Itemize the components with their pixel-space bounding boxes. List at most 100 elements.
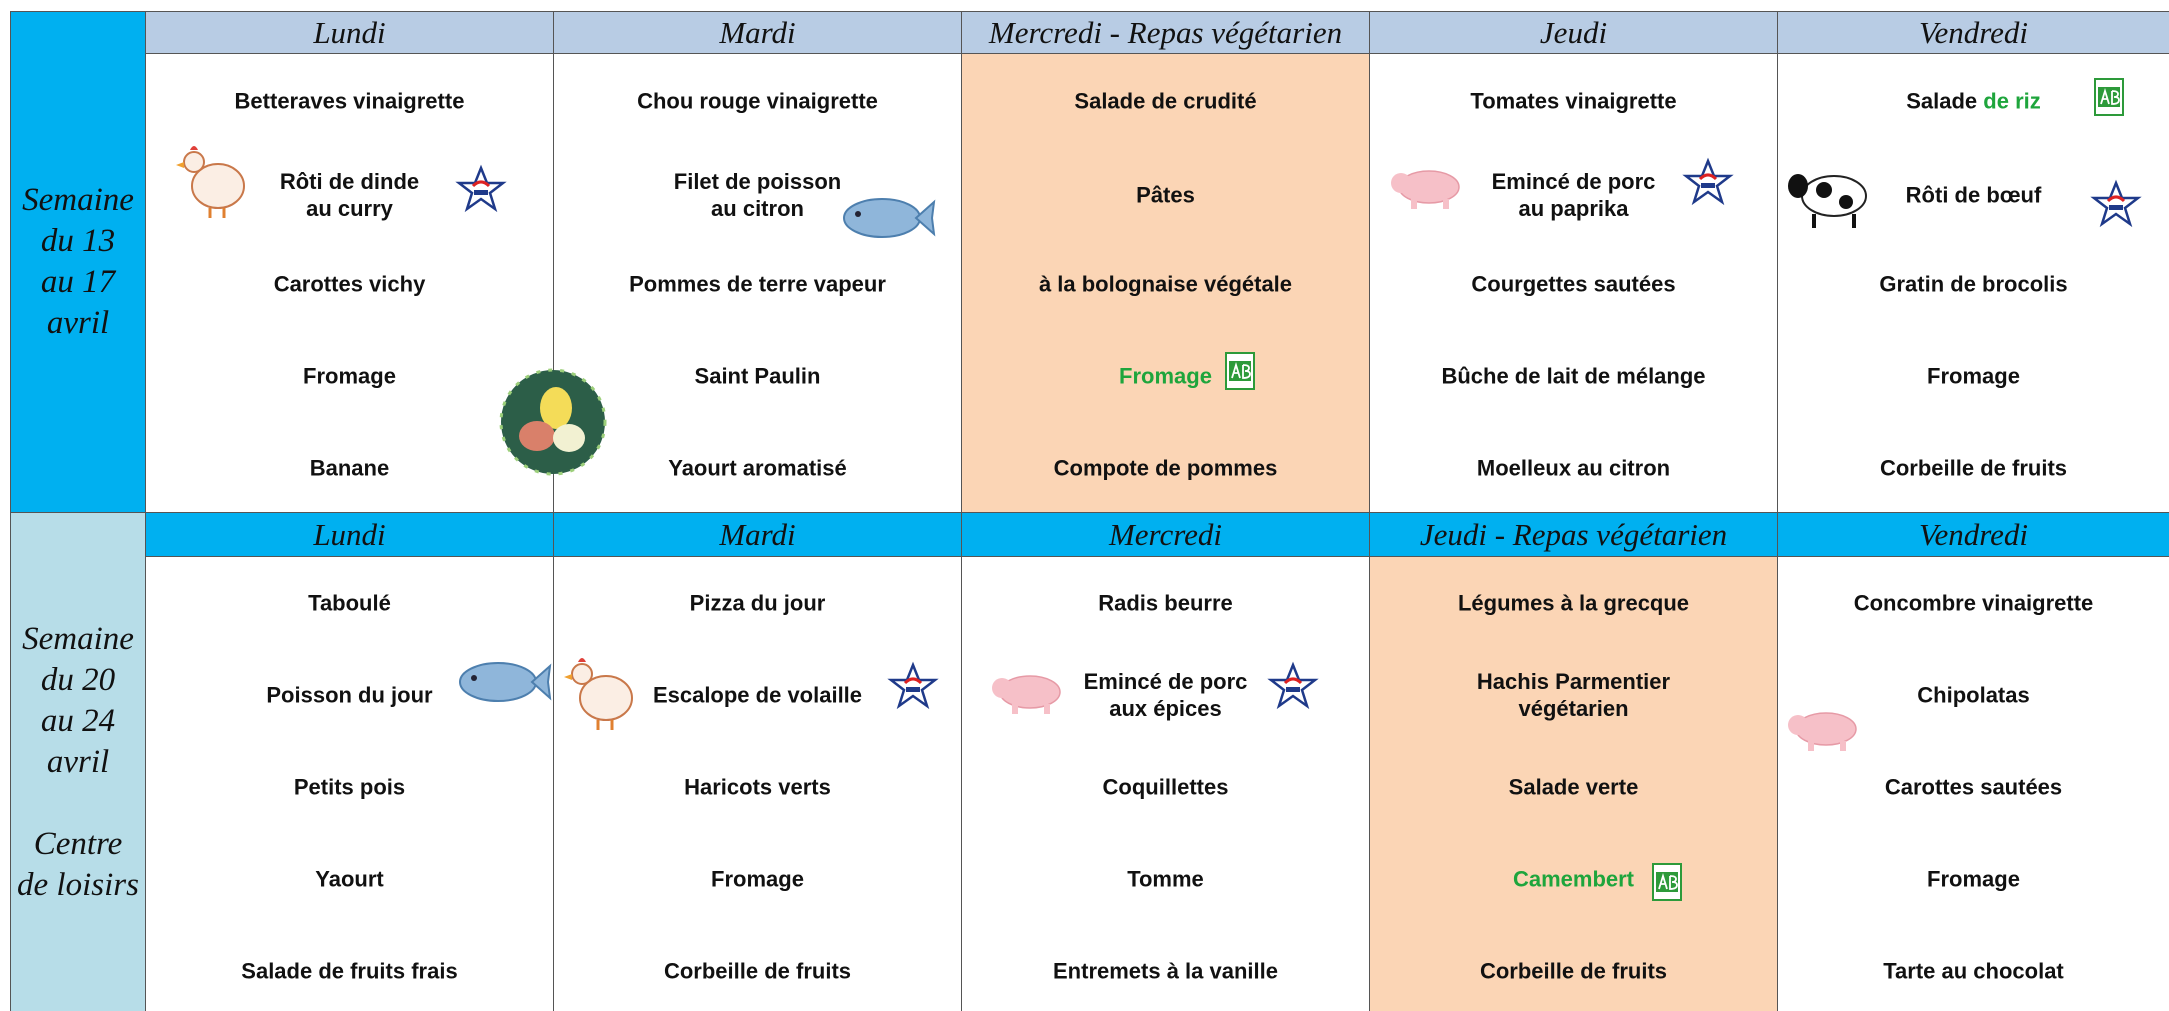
- menu-item: Poisson du jour: [146, 682, 553, 709]
- menu-item-bio: de riz: [1983, 88, 2041, 114]
- menu-item: Emincé de porc au paprika: [1370, 168, 1777, 222]
- week-label: Semaine du 13 au 17 avril: [10, 11, 146, 513]
- menu-item-line: Yaourt: [315, 866, 384, 892]
- week-label-line: avril: [46, 305, 110, 341]
- menu-item-line: au curry: [306, 196, 393, 221]
- week-label: Semaine du 20 au 24 avril Centre de loisirs: [10, 512, 146, 1011]
- menu-item: Pizza du jour: [554, 590, 961, 617]
- menu-item-line: Emincé de porc: [1491, 169, 1656, 194]
- menu-item-line: Gratin de brocolis: [1879, 271, 2068, 297]
- menu-item: Légumes à la grecque: [1370, 590, 1777, 617]
- menu-item-line: Petits pois: [293, 774, 406, 800]
- menu-item-line: Filet de poisson: [673, 169, 842, 194]
- menu-item-line: Compote de pommes: [1053, 455, 1278, 481]
- menu-item: Salade verte: [1370, 774, 1777, 801]
- day-header: Mercredi - Repas végétarien: [961, 11, 1370, 54]
- menu-item-line: Camembert: [1512, 866, 1635, 892]
- menu-item-line: Chou rouge vinaigrette: [637, 88, 878, 114]
- menu-item-line: Hachis Parmentier: [1476, 669, 1671, 694]
- day-cell: Légumes à la grecque Hachis Parmentier vég…: [1369, 556, 1778, 1011]
- menu-item: Courgettes sautées: [1370, 271, 1777, 298]
- day-header: Mardi: [553, 512, 962, 557]
- week-label-line: Semaine: [22, 620, 134, 657]
- menu-item: Yaourt aromatisé: [554, 455, 961, 482]
- week-label-line: au 17: [40, 264, 116, 300]
- menu-item-line: Légumes à la grecque: [1457, 590, 1690, 616]
- menu-item-line: Fromage: [1119, 363, 1212, 389]
- menu-item-line: Coquillettes: [1102, 774, 1229, 800]
- menu-item: Bûche de lait de mélange: [1370, 363, 1777, 390]
- menu-item-line: Yaourt aromatisé: [668, 455, 847, 481]
- menu-item: Pommes de terre vapeur: [554, 271, 961, 298]
- day-header: Lundi: [145, 11, 554, 54]
- menu-item-line: Corbeille de fruits: [1879, 455, 2068, 481]
- menu-item-line: Entremets à la vanille: [1053, 958, 1278, 984]
- menu-item: Tomates vinaigrette: [1370, 88, 1777, 115]
- menu-item: Chipolatas: [1778, 682, 2169, 709]
- menu-item-line: Courgettes sautées: [1471, 271, 1676, 297]
- menu-item: Betteraves vinaigrette: [146, 88, 553, 115]
- day-header: Jeudi - Repas végétarien: [1369, 512, 1778, 557]
- menu-item-line: Salade de fruits frais: [241, 958, 458, 984]
- menu-item: à la bolognaise végétale: [962, 271, 1369, 298]
- day-header: Jeudi: [1369, 11, 1778, 54]
- menu-item: Tarte au chocolat: [1778, 958, 2169, 985]
- week-label-line: avril: [46, 743, 110, 780]
- menu-item-line: Radis beurre: [1098, 590, 1233, 616]
- menu-item: Rôti de bœuf: [1778, 182, 2169, 209]
- menu-item-line: Corbeille de fruits: [1479, 958, 1668, 984]
- menu-item: Tomme: [962, 866, 1369, 893]
- menu-item-line: Concombre vinaigrette: [1853, 590, 2094, 616]
- menu-item: Coquillettes: [962, 774, 1369, 801]
- menu-item-line: Escalope de volaille: [652, 682, 863, 708]
- menu-item: Filet de poisson au citron: [554, 168, 961, 222]
- menu-item: Moelleux au citron: [1370, 455, 1777, 482]
- day-cell: Radis beurre Emincé de porc aux épices Coqu…: [961, 556, 1370, 1011]
- menu-item: Yaourt: [146, 866, 553, 893]
- menu-item: Pâtes: [962, 182, 1369, 209]
- menu-item: Banane: [146, 455, 553, 482]
- menu-item-line: Fromage: [1927, 363, 2020, 389]
- menu-item-line: à la bolognaise végétale: [1038, 271, 1293, 297]
- day-cell: Salade de riz Rôti de bœuf Gratin de broco…: [1777, 53, 2169, 513]
- menu-item: Fromage: [554, 866, 961, 893]
- menu-item: Fromage: [1778, 363, 2169, 390]
- menu-item: Haricots verts: [554, 774, 961, 801]
- day-cell: Taboulé Poisson du jour Petits pois Yaourt S…: [145, 556, 554, 1011]
- menu-item: Gratin de brocolis: [1778, 271, 2169, 298]
- menu-item-line: au paprika: [1518, 196, 1629, 221]
- day-cell: Pizza du jour Escalope de volaille Haricot…: [553, 556, 962, 1011]
- day-cell: Chou rouge vinaigrette Filet de poisson au…: [553, 53, 962, 513]
- menu-item-line: Moelleux au citron: [1476, 455, 1671, 481]
- menu-item-line: Banane: [309, 455, 390, 481]
- day-cell: Salade de crudité Pâtes à la bolognaise vé…: [961, 53, 1370, 513]
- menu-item: Escalope de volaille: [554, 682, 961, 709]
- menu-item-line: Salade de crudité: [1074, 88, 1257, 114]
- menu-item-line: Taboulé: [308, 590, 391, 616]
- menu-item-line: Bûche de lait de mélange: [1441, 363, 1706, 389]
- menu-item: Entremets à la vanille: [962, 958, 1369, 985]
- menu-item: Compote de pommes: [962, 455, 1369, 482]
- week-label-line: du 13: [40, 223, 116, 259]
- menu-item: Carottes vichy: [146, 271, 553, 298]
- menu-item-line: Pommes de terre vapeur: [629, 271, 886, 297]
- menu-item-line: Pâtes: [1136, 182, 1195, 208]
- day-header: Mercredi: [961, 512, 1370, 557]
- menu-item-line: Betteraves vinaigrette: [234, 88, 465, 114]
- menu-item: Corbeille de fruits: [1370, 958, 1777, 985]
- menu-item-line: Rôti de dinde: [279, 169, 420, 194]
- menu-item: Salade de riz: [1778, 88, 2169, 115]
- week-label-line: au 24: [40, 702, 116, 739]
- menu-item: Taboulé: [146, 590, 553, 617]
- menu-item-line: Corbeille de fruits: [663, 958, 852, 984]
- menu-item: Concombre vinaigrette: [1778, 590, 2169, 617]
- menu-item: Hachis Parmentier végétarien: [1370, 668, 1777, 722]
- menu-item-line: Tomates vinaigrette: [1470, 88, 1677, 114]
- menu-item: Chou rouge vinaigrette: [554, 88, 961, 115]
- day-cell: Betteraves vinaigrette Rôti de dinde au cu…: [145, 53, 554, 513]
- week-label-line: Centre: [33, 825, 123, 862]
- menu-item: Salade de fruits frais: [146, 958, 553, 985]
- menu-item-line: Carottes vichy: [273, 271, 426, 297]
- menu-item-line: Rôti de bœuf: [1905, 182, 2042, 208]
